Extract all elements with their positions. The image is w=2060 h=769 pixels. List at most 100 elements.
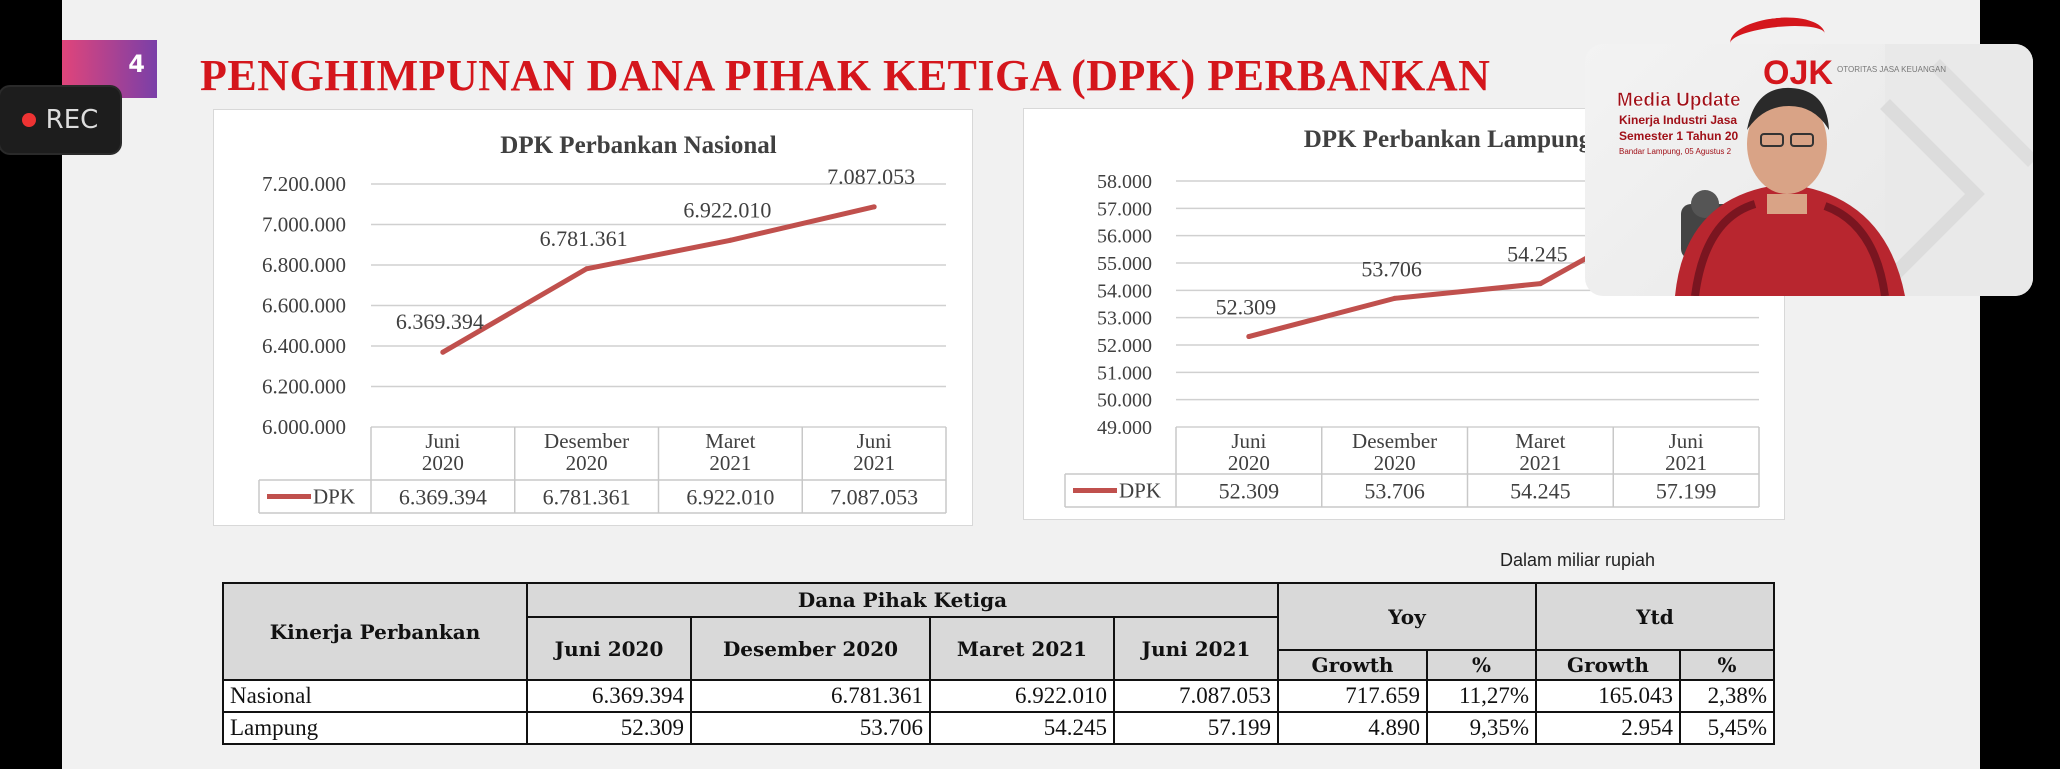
- data-label: 6.781.361: [540, 226, 628, 251]
- data-table-value: 53.706: [1364, 479, 1425, 504]
- x-category-label: 2021: [709, 451, 751, 475]
- header-yoy: Yoy: [1277, 582, 1537, 651]
- series-line: [440, 204, 877, 355]
- table-cell: 717.659: [1277, 679, 1428, 713]
- table-cell: 6.922.010: [929, 679, 1115, 713]
- header-period: Juni 2020: [526, 616, 692, 681]
- data-label: 7.087.053: [827, 164, 915, 189]
- y-tick-label: 6.800.000: [262, 253, 346, 277]
- y-tick-label: 6.200.000: [262, 375, 346, 399]
- header-ytd-growth: Growth: [1535, 649, 1681, 681]
- background-pattern: [1880, 44, 2033, 296]
- chart-panel-nasional: DPK Perbankan Nasional 6.000.000 6.200.000…: [213, 109, 973, 526]
- x-category-label: 2021: [853, 451, 895, 475]
- data-point: [440, 349, 446, 355]
- y-tick-label: 49.000: [1097, 417, 1152, 439]
- table-row-lampung: Lampung 52.309 53.706 54.245 57.199 4.89…: [222, 711, 1775, 745]
- row-name: Nasional: [222, 679, 528, 713]
- data-label: 6.922.010: [683, 197, 771, 222]
- y-tick-label: 7.200.000: [262, 172, 346, 196]
- record-indicator[interactable]: REC: [0, 87, 120, 153]
- header-period: Desember 2020: [690, 616, 931, 681]
- chart-title: DPK Perbankan Nasional: [500, 132, 776, 159]
- y-tick-label: 54.000: [1097, 280, 1152, 302]
- x-category-label: 2021: [1665, 451, 1707, 475]
- y-tick-label: 55.000: [1097, 253, 1152, 275]
- chart-nasional: DPK Perbankan Nasional 6.000.000 6.200.000…: [258, 132, 947, 514]
- data-label: 53.706: [1361, 256, 1422, 281]
- media-banner: Media Update Kinerja Industri Jasa Semes…: [1617, 90, 1741, 156]
- legend-label: DPK: [313, 485, 355, 509]
- header-ytd: Ytd: [1535, 582, 1775, 651]
- header-yoy-pct: %: [1426, 649, 1537, 681]
- row-name: Lampung: [222, 711, 528, 745]
- presenter: [1675, 87, 1905, 296]
- x-category-label: 2021: [1519, 451, 1561, 475]
- table-cell: 6.781.361: [690, 679, 931, 713]
- table-cell: 4.890: [1277, 711, 1428, 745]
- y-tick-label: 6.000.000: [262, 415, 346, 439]
- table-row-nasional: Nasional 6.369.394 6.781.361 6.922.010 7…: [222, 679, 1775, 713]
- table-cell: 57.199: [1113, 711, 1279, 745]
- x-category-label: 2020: [1228, 451, 1270, 475]
- x-category-label: 2020: [566, 451, 608, 475]
- data-table-value: 6.922.010: [686, 485, 774, 510]
- data-point: [871, 204, 877, 210]
- banner-line: Kinerja Industri Jasa: [1619, 113, 1737, 127]
- data-point: [1392, 295, 1398, 301]
- chart-title: DPK Perbankan Lampung: [1304, 126, 1592, 153]
- header-period: Maret 2021: [929, 616, 1115, 681]
- webcam-scene: OJK OTORITAS JASA KEUANGAN Media Update …: [1617, 44, 2033, 296]
- x-category-label: Juni: [1669, 429, 1704, 453]
- dpk-summary-table: Kinerja Perbankan Dana Pihak Ketiga Yoy …: [222, 582, 1775, 745]
- header-dpk: Dana Pihak Ketiga: [526, 582, 1279, 618]
- data-table-value: 7.087.053: [830, 485, 918, 510]
- x-category-label: 2020: [1374, 451, 1416, 475]
- table-cell: 6.369.394: [526, 679, 692, 713]
- data-table-value: 54.245: [1510, 479, 1571, 504]
- header-ytd-pct: %: [1679, 649, 1775, 681]
- table-cell: 5,45%: [1679, 711, 1775, 745]
- y-tick-label: 51.000: [1097, 362, 1152, 384]
- data-point: [1537, 281, 1543, 287]
- y-tick-label: 57.000: [1097, 198, 1152, 220]
- data-point: [727, 237, 733, 243]
- data-label: 54.245: [1507, 242, 1568, 267]
- data-label: 6.369.394: [396, 309, 484, 334]
- data-label: 52.309: [1216, 295, 1277, 320]
- y-tick-label: 6.400.000: [262, 334, 346, 358]
- table-cell: 53.706: [690, 711, 931, 745]
- data-table-value: 6.369.394: [399, 485, 487, 510]
- data-table-value: 57.199: [1656, 479, 1717, 504]
- table-cell: 11,27%: [1426, 679, 1537, 713]
- data-table-value: 6.781.361: [543, 485, 631, 510]
- y-tick-label: 58.000: [1097, 171, 1152, 193]
- unit-note: Dalam miliar rupiah: [1500, 550, 1656, 570]
- data-point: [584, 266, 590, 272]
- x-category-label: Juni: [1231, 429, 1266, 453]
- y-tick-label: 50.000: [1097, 390, 1152, 412]
- x-category-label: Maret: [705, 429, 755, 453]
- header-kinerja: Kinerja Perbankan: [222, 582, 528, 681]
- header-yoy-growth: Growth: [1277, 649, 1428, 681]
- record-dot-icon: [21, 113, 36, 127]
- header-period: Juni 2021: [1113, 616, 1279, 681]
- y-tick-label: 7.000.000: [262, 213, 346, 237]
- legend-label: DPK: [1119, 479, 1161, 503]
- x-category-label: Desember: [1352, 429, 1437, 453]
- logo-text: OJK: [1763, 54, 1833, 92]
- webcam-overlay[interactable]: OJK OTORITAS JASA KEUANGAN Media Update …: [1585, 44, 2033, 296]
- y-tick-label: 6.600.000: [262, 294, 346, 318]
- x-category-label: Desember: [544, 429, 629, 453]
- y-tick-label: 56.000: [1097, 226, 1152, 248]
- slide-title: PENGHIMPUNAN DANA PIHAK KETIGA (DPK) PER…: [200, 51, 1491, 100]
- record-label: REC: [45, 105, 99, 135]
- y-tick-label: 52.000: [1097, 335, 1152, 357]
- x-category-label: Juni: [857, 429, 892, 453]
- page-number: 4: [128, 50, 145, 78]
- banner-line: Bandar Lampung, 05 Agustus 2: [1619, 147, 1732, 156]
- data-table-value: 52.309: [1219, 479, 1280, 504]
- x-category-label: 2020: [422, 451, 464, 475]
- table-cell: 52.309: [526, 711, 692, 745]
- banner-title: Media Update: [1617, 90, 1741, 111]
